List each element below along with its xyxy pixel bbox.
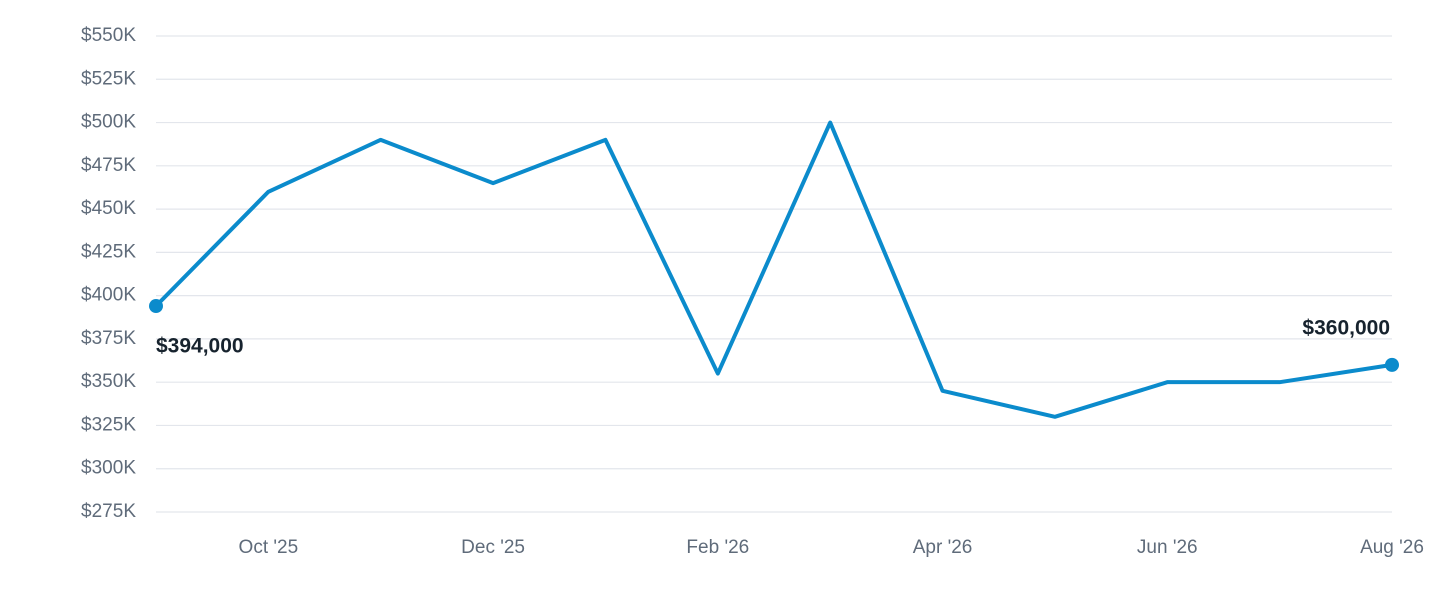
point [149, 299, 163, 314]
x-tick-label: Oct '25 [239, 537, 299, 558]
y-tick-label: $275K [81, 501, 136, 522]
y-tick-label: $550K [81, 25, 136, 46]
grid: $275K $300K $325K $350K $375K $400K $425K $450K… [81, 25, 1424, 558]
value-label: $394,000 [156, 335, 244, 358]
y-tick-label: $450K [81, 198, 136, 219]
x-tick-label: Apr '26 [913, 537, 973, 558]
y-tick-label: $300K [81, 458, 136, 479]
line [154, 120, 1394, 419]
x-tick-label: Dec '25 [461, 537, 525, 558]
y-tick-label: $350K [81, 371, 136, 392]
y-tick-label: $400K [81, 285, 136, 306]
plot: $394,000 $360,000 [149, 120, 1399, 419]
y-tick-label: $475K [81, 155, 136, 176]
x-tick-label: Aug '26 [1360, 537, 1424, 558]
x-tick-label: Feb '26 [686, 537, 749, 558]
y-tick-label: $375K [81, 328, 136, 349]
y-tick-label: $425K [81, 241, 136, 262]
y-tick-label: $325K [81, 414, 136, 435]
x-tick-label: Jun '26 [1137, 537, 1198, 558]
y-tick-label: $525K [81, 68, 136, 89]
value-label: $360,000 [1302, 316, 1390, 339]
point [1385, 357, 1399, 372]
y-tick-label: $500K [81, 112, 136, 133]
